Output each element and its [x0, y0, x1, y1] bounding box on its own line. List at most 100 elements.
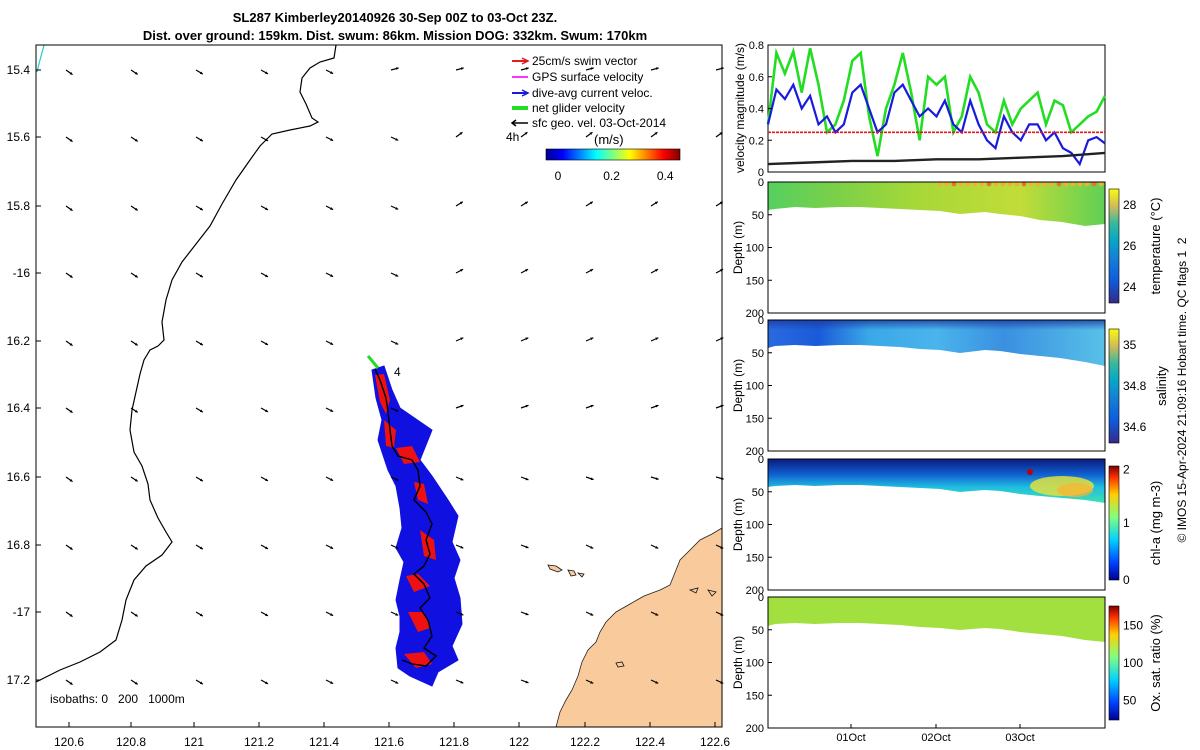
velocity-arrow [325, 407, 334, 413]
velocity-arrow [520, 544, 529, 549]
velocity-arrow [585, 337, 594, 342]
velocity-arrow [455, 201, 464, 207]
velocity-arrow [65, 611, 73, 618]
islands [547, 564, 717, 668]
velocity-arrow [455, 404, 464, 409]
salinity-panel [768, 320, 1105, 451]
velocity-arrow [455, 611, 464, 616]
depth-tick-label: 100 [746, 520, 764, 532]
page-title: SL287 Kimberley20140926 30-Sep 00Z to 03… [0, 9, 790, 45]
depth-tick-label: 50 [752, 348, 764, 360]
section-colorbar-ticks: 28 26 24 temperature (°C) 35 34.8 34.6 salinity… [1123, 198, 1169, 712]
depth-tick-label: 200 [746, 446, 764, 458]
map-x-tick-label: 122.4 [635, 735, 665, 749]
velocity-arrow [390, 611, 399, 616]
velocity-arrow [520, 131, 528, 138]
velocity-arrow [325, 611, 334, 617]
velocity-arrow [65, 407, 73, 414]
velocity-arrow [585, 679, 594, 684]
colorbar-tick: 34.6 [1123, 420, 1147, 434]
velocity-series-blue [766, 82, 1106, 167]
velocity-arrow [325, 69, 334, 75]
velocity-arrow [130, 340, 139, 346]
copyright-label: © IMOS 15-Apr-2024 21:09:16 Hobart time.… [1175, 237, 1189, 542]
velocity-arrow [650, 544, 659, 549]
velocity-arrow [195, 407, 204, 413]
colorbar-tick: 35 [1123, 338, 1137, 352]
colorbar-tick-label: 0.2 [603, 169, 620, 183]
map-panel: 4 120.6 120.8 121 121.2 121.4 121.6 121.8 122 12… [7, 44, 730, 749]
depth-tick-label: 100 [746, 243, 764, 255]
colorbar-tick-label: 0.4 [657, 169, 674, 183]
temperature-dot [986, 181, 992, 187]
depth-tick-label: 150 [746, 275, 764, 287]
velocity-arrow [390, 340, 399, 345]
isobath-caption: isobaths: 0 200 1000m [50, 692, 185, 706]
temperature-dot [951, 181, 957, 187]
velocity-arrow [455, 131, 463, 138]
velocity-arrow [585, 611, 594, 616]
velocity-arrow [65, 544, 73, 551]
title-line-2: Dist. over ground: 159km. Dist. swum: 86… [142, 28, 648, 43]
map-y-tick-label: 15.8 [7, 199, 31, 213]
section-panels: 0 50 100 150 200 Depth (m) 0 50 100 150 200 Depth (… [731, 177, 1106, 744]
velocity-arrow [260, 407, 269, 413]
isobath-line [35, 44, 337, 683]
velocity-arrow [585, 67, 594, 71]
velocity-arrow [520, 611, 529, 616]
colorbar-tick: 100 [1123, 656, 1143, 670]
velocity-arrow [390, 407, 399, 412]
depth-tick-label: 150 [746, 413, 764, 425]
velocity-arrow [520, 268, 529, 274]
legend-gps: GPS surface velocity [532, 70, 643, 84]
velocity-arrow [195, 340, 204, 346]
velocity-arrow [390, 205, 399, 210]
velocity-arrow [260, 679, 269, 685]
temperature-dot [944, 181, 950, 187]
map-x-tick-label: 120.6 [54, 735, 84, 749]
depth-tick-label: 50 [752, 625, 764, 637]
map-y-tick-label: -17 [13, 605, 31, 619]
temperature-dot [972, 181, 978, 187]
temperature-dot [1091, 181, 1097, 187]
map-x-tick-label: 122 [509, 735, 529, 749]
velocity-arrow [195, 69, 204, 75]
depth-tick-label: 0 [758, 315, 764, 327]
velocity-arrow [65, 69, 73, 76]
velocity-arrow [585, 544, 594, 549]
temperature-dot [1063, 181, 1069, 187]
legend-dive: dive-avg current veloc. [532, 86, 653, 100]
temperature-panel [768, 181, 1105, 313]
colorbar-tick: 150 [1123, 618, 1143, 632]
velocity-arrow [455, 679, 464, 684]
surface-velocity-arrows [65, 67, 724, 686]
velocity-arrow [390, 67, 399, 71]
depth-tick-label: 100 [746, 658, 764, 670]
velocity-arrow [65, 340, 73, 347]
velocity-arrow [195, 611, 204, 617]
temperature-dot [1049, 181, 1055, 187]
temperature-surface-dots [937, 181, 1104, 187]
velocity-panel: 0 0.2 0.4 0.6 0.8 velocity magnitude (m/s) [733, 40, 1107, 179]
temperature-dot [1077, 181, 1083, 187]
section-frames: 0 50 100 150 200 Depth (m) 0 50 100 150 200 Depth (… [731, 177, 1106, 744]
velocity-arrow [455, 337, 464, 342]
track-blue [371, 365, 463, 687]
velocity-arrow [650, 337, 659, 342]
colorbar-ticks: 0 0.2 0.4 [555, 169, 674, 183]
velocity-arrow [260, 340, 269, 346]
velocity-arrow [130, 272, 139, 278]
section-colorbars: 28 26 24 temperature (°C) 35 34.8 34.6 salinity… [1108, 188, 1169, 721]
colorbar-tick: 50 [1123, 694, 1137, 708]
colorbar-tick: 26 [1123, 239, 1137, 253]
velocity-y-ticks: 0 0.2 0.4 0.6 0.8 [749, 40, 772, 179]
depth-tick-label: 200 [746, 723, 764, 735]
temperature-dot [937, 181, 943, 187]
velocity-arrow [325, 544, 334, 550]
map-x-ticks: 120.6 120.8 121 121.2 121.4 121.6 121.8 122 122.… [54, 722, 730, 749]
velocity-arrow [195, 272, 204, 278]
time-tick-label: 01Oct [836, 732, 865, 744]
map-y-tick-label: 15.4 [7, 63, 31, 77]
colorbar-tick-label: 0 [555, 169, 562, 183]
